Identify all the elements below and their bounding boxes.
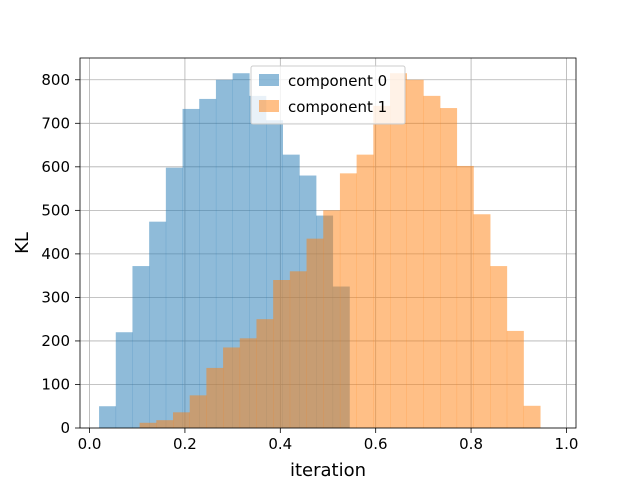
legend-label-component-1: component 1 bbox=[288, 98, 387, 116]
bar-component-1 bbox=[339, 173, 357, 428]
bar-component-1 bbox=[306, 238, 324, 428]
y-axis-label: KL bbox=[12, 232, 33, 254]
bar-component-1 bbox=[223, 347, 241, 428]
y-tick-label: 800 bbox=[41, 71, 70, 89]
bar-component-1 bbox=[239, 338, 257, 428]
bar-component-0 bbox=[99, 406, 117, 428]
x-tick-label: 0.0 bbox=[78, 435, 102, 453]
bar-component-1 bbox=[289, 271, 307, 428]
bar-component-1 bbox=[206, 367, 224, 428]
bar-component-1 bbox=[356, 154, 374, 428]
bar-component-1 bbox=[456, 165, 474, 428]
y-tick-label: 400 bbox=[41, 245, 70, 263]
bar-component-0 bbox=[199, 98, 217, 428]
plot-area-frame bbox=[79, 57, 577, 429]
legend-box bbox=[250, 65, 406, 125]
legend-swatch-component-1 bbox=[259, 100, 279, 112]
x-tick-label: 0.8 bbox=[459, 435, 483, 453]
bar-component-1 bbox=[390, 73, 407, 428]
bar-component-1 bbox=[256, 319, 274, 428]
bar-component-1 bbox=[323, 210, 341, 428]
bar-component-1 bbox=[373, 105, 391, 428]
x-tick-label: 1.0 bbox=[555, 435, 579, 453]
x-tick-label: 0.6 bbox=[364, 435, 388, 453]
legend-label-component-0: component 0 bbox=[288, 72, 387, 90]
bar-component-1 bbox=[189, 395, 207, 428]
legend: component 0 component 1 bbox=[250, 65, 406, 125]
y-tick-label: 500 bbox=[41, 201, 70, 219]
bar-component-0 bbox=[165, 167, 183, 428]
y-tick-label: 200 bbox=[41, 332, 70, 350]
bar-component-1 bbox=[423, 95, 441, 428]
histogram-bars bbox=[99, 73, 541, 428]
bar-component-1 bbox=[156, 420, 174, 428]
bar-component-1 bbox=[273, 280, 291, 428]
bar-component-1 bbox=[406, 79, 424, 428]
bar-component-0 bbox=[182, 108, 200, 428]
bar-component-1 bbox=[173, 412, 190, 428]
bar-component-1 bbox=[473, 214, 491, 428]
bar-component-1 bbox=[506, 330, 524, 428]
x-tick-label: 0.4 bbox=[268, 435, 292, 453]
x-axis-label: iteration bbox=[290, 460, 366, 480]
bar-component-0 bbox=[115, 332, 133, 428]
x-tick-label: 0.2 bbox=[173, 435, 197, 453]
y-tick-label: 600 bbox=[41, 158, 70, 176]
legend-swatch-component-0 bbox=[259, 74, 279, 86]
y-tick-label: 700 bbox=[41, 114, 70, 132]
y-tick-label: 100 bbox=[41, 375, 70, 393]
bar-component-1 bbox=[139, 422, 157, 428]
bar-component-0 bbox=[215, 79, 233, 428]
bar-component-1 bbox=[490, 266, 508, 428]
y-tick-label: 300 bbox=[41, 288, 70, 306]
bar-component-0 bbox=[132, 266, 150, 428]
bar-component-1 bbox=[440, 108, 458, 428]
y-tick-label: 0 bbox=[60, 419, 70, 437]
bar-component-1 bbox=[523, 405, 541, 428]
bar-component-0 bbox=[149, 221, 167, 428]
axis-ticks: 0.0 0.2 0.4 0.6 0.8 1.0 0 100 200 300 400 500 600 700… bbox=[41, 71, 578, 453]
